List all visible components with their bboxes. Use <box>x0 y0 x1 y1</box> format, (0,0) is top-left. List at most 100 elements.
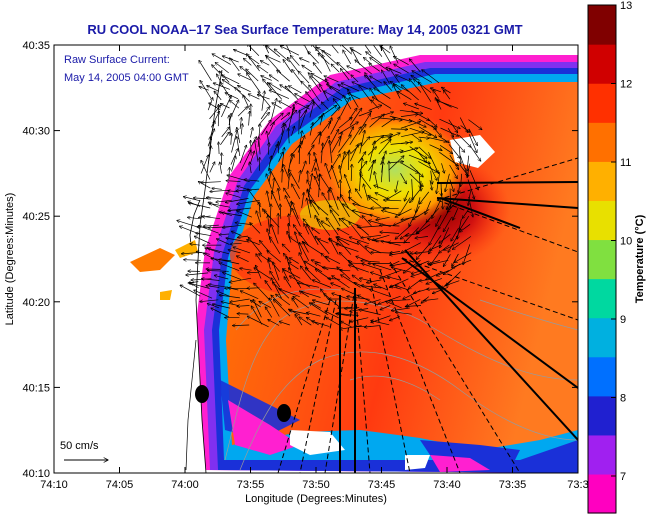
current-vector <box>260 61 270 66</box>
current-vector <box>411 133 421 142</box>
current-vector <box>293 296 310 309</box>
current-vector <box>266 46 281 58</box>
current-vector <box>358 226 381 228</box>
current-vector <box>399 148 418 154</box>
current-vector <box>386 301 402 309</box>
current-vector <box>201 279 220 281</box>
current-vector <box>226 193 241 198</box>
current-vector <box>428 259 449 265</box>
current-vector <box>268 122 275 136</box>
current-vector <box>226 238 250 243</box>
current-vector <box>348 260 359 271</box>
current-vector <box>380 305 391 310</box>
current-vector <box>349 222 362 238</box>
colorbar-tick-label: 10 <box>620 236 632 248</box>
current-vector <box>389 115 412 121</box>
current-vector <box>257 95 270 100</box>
current-vector <box>247 45 260 56</box>
current-vector <box>302 65 313 73</box>
current-vector <box>221 127 230 138</box>
current-vector <box>268 319 280 326</box>
colorbar-tick-label: 11 <box>620 157 631 169</box>
current-vector <box>273 300 291 317</box>
current-vector <box>431 125 442 136</box>
current-vector <box>370 88 379 102</box>
current-vector <box>212 188 222 189</box>
x-axis-label: Longitude (Degrees:Minutes) <box>245 493 387 505</box>
current-vector <box>439 234 451 243</box>
current-vector <box>291 141 303 156</box>
current-vector <box>348 150 349 171</box>
current-vector <box>297 283 320 288</box>
current-vector <box>322 193 332 208</box>
current-vector <box>428 137 447 142</box>
current-vector <box>444 242 459 251</box>
current-vector <box>338 117 352 129</box>
current-vector <box>453 207 459 220</box>
colorbar-segment <box>588 239 616 280</box>
current-vector <box>462 207 470 218</box>
current-vector <box>269 237 281 254</box>
current-vector <box>229 277 252 282</box>
current-vector <box>228 250 241 254</box>
current-vector <box>436 270 450 276</box>
current-vector <box>202 216 221 220</box>
current-vector <box>387 190 402 200</box>
current-vector <box>388 156 404 171</box>
current-vector <box>295 232 302 254</box>
current-vector <box>373 264 392 271</box>
current-vector <box>353 204 372 210</box>
current-vector <box>326 256 341 265</box>
current-vector <box>295 94 310 103</box>
current-vector <box>292 202 299 219</box>
current-vector <box>351 164 352 182</box>
current-vector <box>330 210 341 227</box>
current-vector <box>199 60 212 81</box>
current-vector <box>383 200 402 201</box>
current-vector <box>337 237 360 245</box>
current-vector <box>222 75 240 85</box>
current-vector <box>332 166 340 189</box>
current-vector <box>452 236 472 249</box>
current-vector <box>440 227 450 248</box>
current-vector <box>237 314 249 315</box>
current-vector <box>321 102 329 110</box>
current-vector <box>283 59 293 73</box>
current-vector <box>272 103 282 109</box>
current-vector <box>278 188 281 201</box>
current-vector <box>338 135 351 153</box>
current-vector <box>439 118 461 128</box>
current-vector <box>393 217 411 225</box>
current-vector <box>290 310 309 315</box>
current-vector <box>448 119 458 133</box>
current-vector <box>267 156 271 172</box>
colorbar-tick-label: 9 <box>620 314 626 326</box>
current-vector <box>468 134 477 152</box>
current-vector <box>188 203 211 209</box>
current-vector <box>312 228 320 235</box>
current-vector <box>343 50 352 64</box>
current-vector <box>273 262 280 281</box>
current-vector <box>270 204 271 227</box>
current-vector <box>449 155 459 169</box>
current-vector <box>401 215 419 220</box>
x-tick-label: 74:10 <box>40 479 68 491</box>
current-vector <box>386 67 402 74</box>
current-vector <box>301 161 306 173</box>
current-vector <box>429 244 441 250</box>
current-vector <box>361 137 370 147</box>
current-vector <box>212 304 230 309</box>
current-vector <box>288 86 302 94</box>
current-vector <box>371 321 390 326</box>
current-vector <box>374 88 391 99</box>
current-vector <box>315 236 330 255</box>
current-vector <box>214 91 222 101</box>
current-vector <box>331 283 341 288</box>
current-vector <box>322 50 339 66</box>
current-vector <box>268 142 269 155</box>
current-vector <box>449 164 458 179</box>
current-vector <box>382 210 401 216</box>
current-vector <box>258 92 271 108</box>
current-vector <box>307 198 312 218</box>
y-tick-label: 40:10 <box>22 468 50 480</box>
